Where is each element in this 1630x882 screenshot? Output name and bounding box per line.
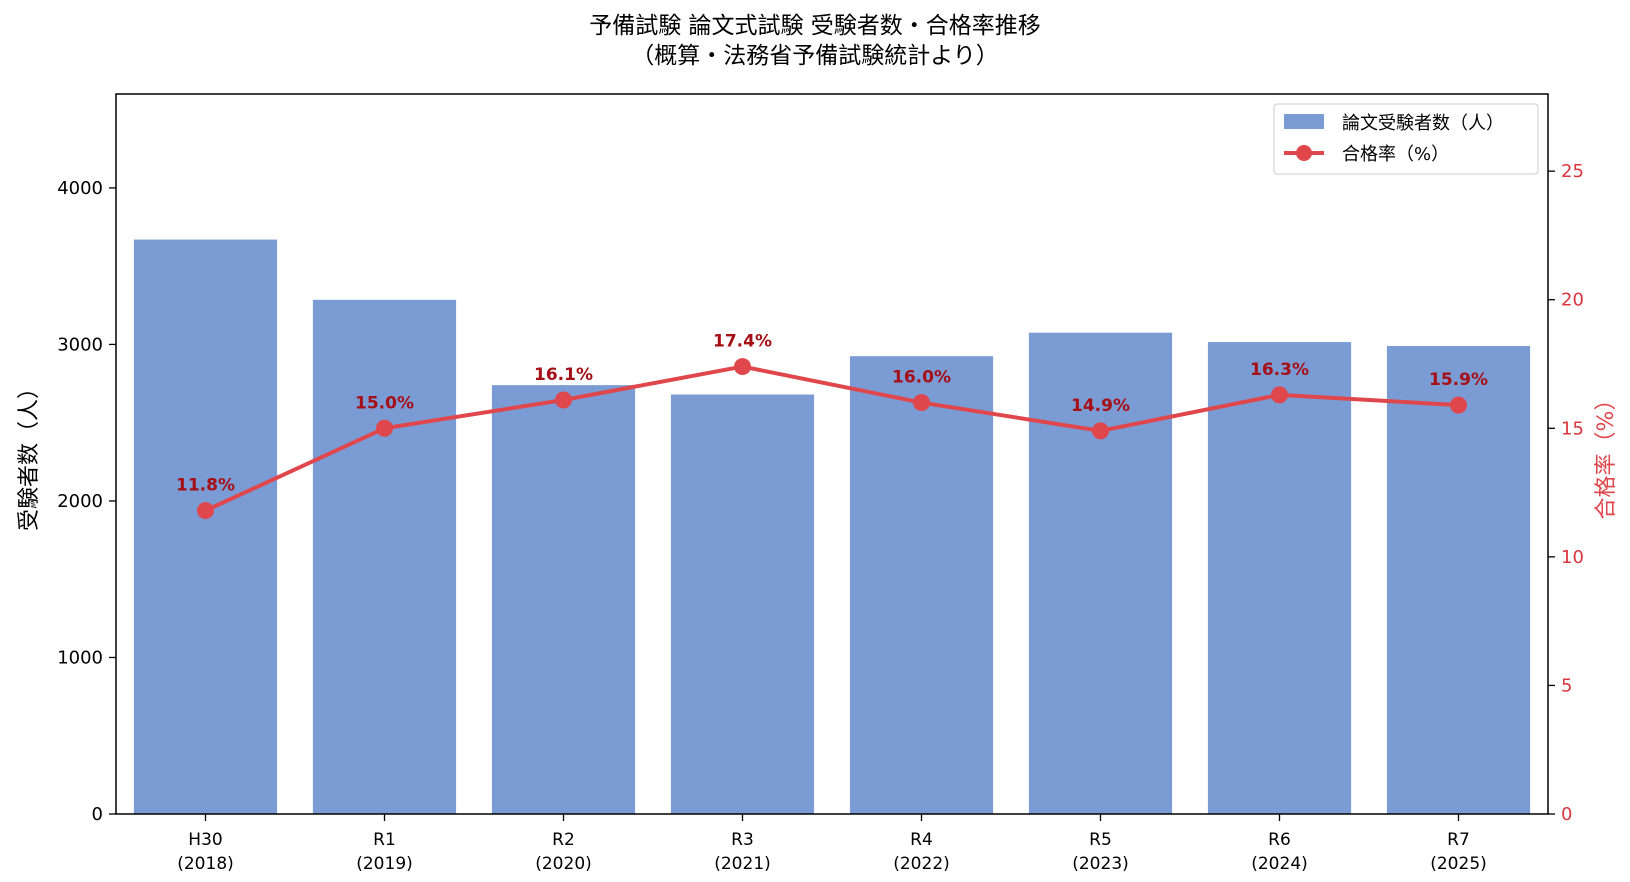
- x-tick-label: R7: [1447, 830, 1470, 850]
- point-H30: [197, 502, 214, 520]
- data-label-R3: 17.4%: [713, 332, 772, 352]
- x-tick-label: H30: [188, 830, 222, 850]
- right-tick-label: 5: [1561, 675, 1572, 696]
- x-tick-label: R5: [1089, 830, 1112, 850]
- left-tick-label: 3000: [57, 334, 103, 355]
- right-axis-ticks: 0 5 10 15 20 25: [1548, 161, 1584, 825]
- x-tick-label: R4: [910, 830, 933, 850]
- point-R4: [913, 394, 930, 412]
- data-label-R2: 16.1%: [534, 365, 593, 385]
- x-tick-year: (2024): [1251, 854, 1308, 874]
- data-label-R1: 15.0%: [355, 393, 414, 413]
- x-tick-year: (2020): [535, 854, 592, 874]
- x-tick-year: (2018): [177, 854, 234, 874]
- bar-H30: [133, 239, 278, 815]
- x-tick-label: R3: [731, 830, 754, 850]
- legend-bar-swatch: [1284, 114, 1324, 129]
- legend-line-marker: [1296, 145, 1312, 161]
- right-tick-label: 25: [1561, 161, 1584, 182]
- point-R6: [1271, 386, 1288, 404]
- data-label-R7: 15.9%: [1429, 370, 1488, 390]
- line-series: [197, 358, 1467, 520]
- left-tick-label: 4000: [57, 178, 103, 199]
- point-R3: [734, 358, 751, 376]
- legend-box: [1273, 103, 1539, 175]
- right-tick-label: 15: [1561, 418, 1584, 439]
- right-tick-label: 20: [1561, 290, 1584, 311]
- data-label-H30: 11.8%: [176, 476, 235, 496]
- left-axis-ticks: 0 1000 2000 3000 4000: [57, 178, 116, 825]
- x-tick-year: (2022): [893, 854, 950, 874]
- legend-entry-bars: 論文受験者数（人）: [1342, 113, 1504, 134]
- data-label-R5: 14.9%: [1071, 396, 1130, 416]
- point-R1: [376, 419, 393, 437]
- left-tick-label: 1000: [57, 647, 103, 668]
- legend-entry-line: 合格率（%）: [1342, 144, 1449, 165]
- left-tick-label: 0: [92, 804, 103, 825]
- x-tick-year: (2023): [1072, 854, 1129, 874]
- point-R7: [1450, 396, 1467, 414]
- x-tick-label: R1: [373, 830, 396, 850]
- data-label-R6: 16.3%: [1250, 360, 1309, 380]
- bar-R6: [1207, 342, 1352, 814]
- bar-R5: [1028, 332, 1173, 814]
- data-label-R4: 16.0%: [892, 368, 951, 388]
- y2-axis-label: 合格率（%）: [1594, 389, 1619, 520]
- chart-title: 予備試験 論文式試験 受験者数・合格率推移: [589, 13, 1041, 39]
- bar-R4: [849, 356, 994, 814]
- left-tick-label: 2000: [57, 491, 103, 512]
- pass-rate-line: [204, 364, 1459, 513]
- x-axis-ticks: H30 (2018) R1 (2019) R2 (2020) R3 (2021) R4 (2022…: [177, 814, 1487, 874]
- x-tick-year: (2021): [714, 854, 771, 874]
- x-tick-year: (2019): [356, 854, 413, 874]
- right-tick-label: 10: [1561, 547, 1584, 568]
- right-tick-label: 0: [1561, 804, 1572, 825]
- bar-R1: [312, 299, 457, 815]
- bar-series: [133, 239, 1531, 815]
- point-R2: [555, 391, 572, 409]
- data-labels: 11.8% 15.0% 16.1% 17.4% 16.0% 14.9% 16.3% 15.9%: [176, 332, 1488, 496]
- x-tick-label: R6: [1268, 830, 1291, 850]
- bar-R7: [1386, 346, 1531, 814]
- plot-frame: [115, 93, 1549, 815]
- point-R5: [1092, 422, 1109, 440]
- y-axis-label: 受験者数（人）: [17, 377, 42, 531]
- chart-subtitle: （概算・法務省予備試験統計より）: [631, 43, 999, 69]
- x-tick-label: R2: [552, 830, 575, 850]
- x-tick-year: (2025): [1430, 854, 1487, 874]
- bar-R2: [491, 385, 636, 814]
- bar-R3: [670, 394, 815, 814]
- legend: 論文受験者数（人） 合格率（%）: [1273, 103, 1539, 175]
